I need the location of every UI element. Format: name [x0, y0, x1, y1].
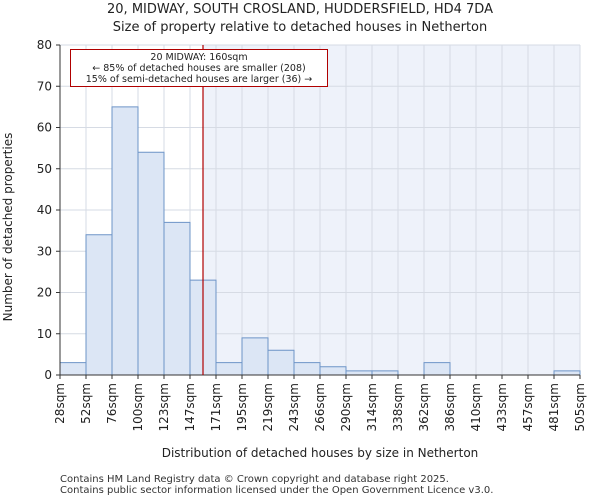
x-tick-label: 147sqm [183, 383, 197, 431]
histogram-bar [59, 362, 87, 376]
x-tick-label: 314sqm [365, 383, 379, 431]
y-tick-label: 0 [44, 368, 52, 382]
x-tick-label: 171sqm [209, 383, 223, 431]
histogram-bar [241, 337, 269, 376]
y-tick-label: 30 [37, 244, 52, 258]
annotation-line-2: ← 85% of detached houses are smaller (20… [92, 63, 306, 74]
annotation-line-1: 20 MIDWAY: 160sqm [150, 52, 248, 63]
histogram-bar [293, 362, 321, 376]
y-tick-label: 10 [37, 327, 52, 341]
x-tick-label: 362sqm [417, 383, 431, 431]
x-tick-label: 386sqm [443, 383, 457, 431]
histogram-bar [111, 106, 139, 376]
y-tick-label: 40 [37, 203, 52, 217]
histogram-bar [267, 349, 295, 376]
chart-subtitle: Size of property relative to detached ho… [112, 20, 488, 35]
marker-annotation-box: 20 MIDWAY: 160sqm ← 85% of detached hous… [70, 49, 328, 87]
chart-title: 20, MIDWAY, SOUTH CROSLAND, HUDDERSFIELD… [107, 2, 493, 17]
x-tick-label: 76sqm [105, 383, 119, 424]
x-tick-label: 410sqm [469, 383, 483, 431]
histogram-bar [319, 366, 347, 376]
x-tick-label: 123sqm [157, 383, 171, 431]
x-tick-label: 433sqm [495, 383, 509, 431]
footer-licence: Contains public sector information licen… [60, 485, 494, 496]
y-tick-label: 50 [37, 162, 52, 176]
histogram-bar [85, 234, 113, 376]
x-tick-label: 219sqm [261, 383, 275, 431]
y-tick-label: 60 [37, 121, 52, 135]
histogram-bar [553, 370, 581, 376]
y-axis-label: Number of detached properties [1, 132, 15, 322]
histogram-bar [215, 362, 243, 376]
histogram-bar [163, 221, 191, 376]
x-tick-label: 266sqm [313, 383, 327, 431]
x-tick-label: 505sqm [573, 383, 587, 431]
footer-copyright: Contains HM Land Registry data © Crown c… [60, 474, 449, 485]
x-tick-label: 457sqm [521, 383, 535, 431]
histogram-bar [137, 151, 165, 376]
x-tick-label: 481sqm [547, 383, 561, 431]
histogram-bar [371, 370, 399, 376]
x-tick-label: 52sqm [79, 383, 93, 424]
x-tick-label: 290sqm [339, 383, 353, 431]
histogram-bar [345, 370, 373, 376]
x-tick-label: 100sqm [131, 383, 145, 431]
x-tick-label: 28sqm [53, 383, 67, 424]
annotation-line-3: 15% of semi-detached houses are larger (… [85, 74, 313, 85]
y-tick-label: 80 [37, 38, 52, 52]
x-tick-label: 195sqm [235, 383, 249, 431]
y-tick-label: 70 [37, 79, 52, 93]
y-tick-label: 20 [37, 286, 52, 300]
x-axis-label: Distribution of detached houses by size … [161, 446, 479, 460]
x-tick-label: 243sqm [287, 383, 301, 431]
histogram-bar [423, 362, 451, 376]
x-tick-label: 338sqm [391, 383, 405, 431]
